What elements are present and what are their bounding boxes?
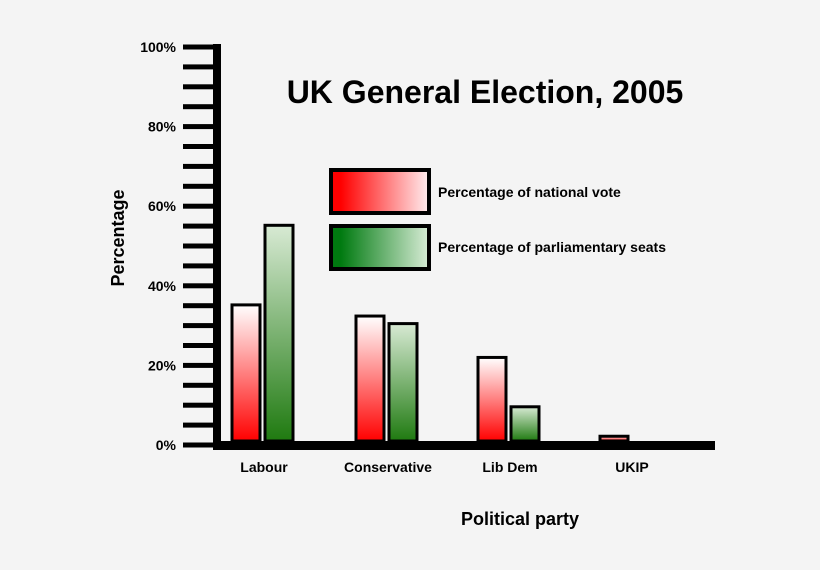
x-tick-label: Conservative xyxy=(344,459,432,475)
legend-label-vote: Percentage of national vote xyxy=(438,184,621,200)
y-axis-label: Percentage xyxy=(108,189,128,286)
y-tick-label: 100% xyxy=(140,39,176,55)
x-axis-label: Political party xyxy=(461,509,579,529)
chart-title: UK General Election, 2005 xyxy=(287,74,684,110)
y-tick-mark xyxy=(183,422,213,428)
legend-swatch-seats xyxy=(329,224,431,271)
y-tick-mark xyxy=(183,124,213,130)
y-tick-label: 20% xyxy=(148,357,177,373)
bar-labour-vote xyxy=(230,303,262,443)
y-tick-mark xyxy=(183,442,213,448)
y-tick-mark xyxy=(183,84,213,90)
y-tick-mark xyxy=(183,382,213,388)
bar-conservative-vote xyxy=(354,314,386,443)
x-tick-label: UKIP xyxy=(615,459,648,475)
bar-labour-seats xyxy=(263,223,295,443)
y-tick-mark xyxy=(183,44,213,50)
y-tick-mark xyxy=(183,362,213,368)
bar-ukip-vote xyxy=(598,434,630,443)
y-axis-line xyxy=(213,44,221,450)
bar-lib-dem-vote xyxy=(476,355,508,443)
y-tick-label: 80% xyxy=(148,119,177,135)
y-tick-mark xyxy=(183,163,213,169)
x-tick-label: Lib Dem xyxy=(482,459,537,475)
y-tick-mark xyxy=(183,323,213,329)
legend-swatch-vote xyxy=(329,168,431,215)
y-tick-mark xyxy=(183,64,213,70)
y-tick-label: 60% xyxy=(148,198,177,214)
y-tick-mark xyxy=(183,343,213,348)
y-tick-mark xyxy=(183,303,213,309)
y-tick-mark xyxy=(183,203,213,209)
y-tick-label: 40% xyxy=(148,278,177,294)
y-tick-mark xyxy=(183,263,213,269)
y-tick-mark xyxy=(183,402,213,408)
bar-lib-dem-seats xyxy=(509,405,541,443)
x-tick-label: Labour xyxy=(240,459,288,475)
y-tick-mark xyxy=(183,243,213,249)
legend-label-seats: Percentage of parliamentary seats xyxy=(438,239,666,255)
bar-conservative-seats xyxy=(387,322,419,443)
y-tick-mark xyxy=(183,144,213,149)
y-tick-mark xyxy=(183,223,213,229)
y-tick-label: 0% xyxy=(156,437,177,453)
y-tick-mark xyxy=(183,183,213,189)
y-tick-mark xyxy=(183,104,213,110)
y-tick-mark xyxy=(183,283,213,289)
x-axis-line xyxy=(213,441,715,450)
